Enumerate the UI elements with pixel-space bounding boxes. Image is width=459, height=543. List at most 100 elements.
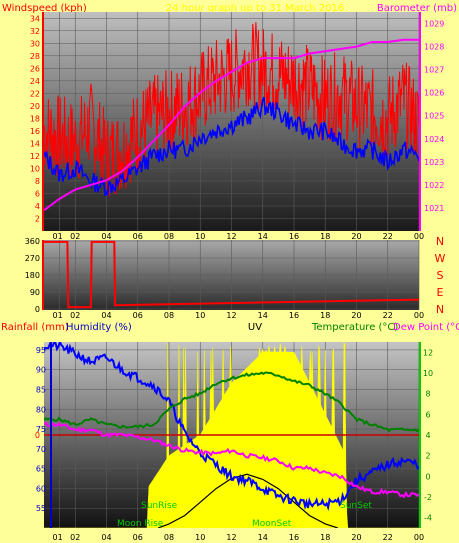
wind-tick-12: 12 xyxy=(30,152,40,161)
wind-tick-22: 22 xyxy=(30,89,40,98)
direction-x-tick-04: 04 xyxy=(101,311,111,320)
compass-label-1: W xyxy=(435,252,446,265)
wind-tick-30: 30 xyxy=(30,39,40,48)
wind-x-tick-08: 08 xyxy=(164,232,174,241)
wind-x-tick-02: 02 xyxy=(70,232,80,241)
chart-title: 24 hour graph up to 31 March 2016 xyxy=(166,3,345,14)
wind-x-tick-18: 18 xyxy=(320,232,330,241)
barometer-tick-1028: 1028 xyxy=(424,43,444,52)
moonset-label: MoonSet xyxy=(252,519,292,529)
direction-tick-0: 0 xyxy=(35,305,40,314)
direction-x-tick-06: 06 xyxy=(133,311,143,320)
wind-tick-14: 14 xyxy=(30,139,40,148)
compass-label-0: N xyxy=(436,235,444,248)
wind-tick-16: 16 xyxy=(30,127,40,136)
humidity-x-tick-10: 10 xyxy=(195,533,205,542)
barometer-tick-1023: 1023 xyxy=(424,158,444,167)
direction-x-tick-00: 00 xyxy=(414,311,424,320)
humidity-x-tick-16: 16 xyxy=(289,533,299,542)
humidity-x-tick-06: 06 xyxy=(133,533,143,542)
wind-x-tick-00: 00 xyxy=(414,232,424,241)
humidity-tick-70: 70 xyxy=(36,445,46,454)
wind-tick-8: 8 xyxy=(35,177,40,186)
direction-x-tick-18: 18 xyxy=(320,311,330,320)
sunset-label: SunSet xyxy=(340,501,372,511)
wind-x-tick-04: 04 xyxy=(101,232,111,241)
temperature-tick--2: -2 xyxy=(424,493,432,502)
direction-x-tick-12: 12 xyxy=(226,311,236,320)
rainfall-tick-0: 0 xyxy=(35,431,40,440)
temperature-tick-12: 12 xyxy=(423,348,433,357)
barometer-axis-title: Barometer (mb) xyxy=(377,3,457,14)
direction-tick-90: 90 xyxy=(30,288,40,297)
series-wind-average xyxy=(44,96,419,197)
humidity-tick-80: 80 xyxy=(36,405,46,414)
compass-label-3: E xyxy=(437,286,444,299)
direction-x-tick-14: 14 xyxy=(258,311,268,320)
humidity-tick-55: 55 xyxy=(36,504,46,513)
wind-tick-18: 18 xyxy=(30,114,40,123)
series-wind-direction xyxy=(44,240,419,309)
temperature-tick--4: -4 xyxy=(424,514,432,523)
temperature-label: Temperature (°C) xyxy=(311,322,398,333)
barometer-tick-1024: 1024 xyxy=(424,135,444,144)
wind-x-tick-10: 10 xyxy=(195,232,205,241)
humidity-tick-85: 85 xyxy=(36,385,46,394)
wind-x-tick-22: 22 xyxy=(383,232,393,241)
humidity-x-tick-02: 02 xyxy=(70,533,80,542)
temperature-tick-10: 10 xyxy=(423,369,433,378)
humidity-x-tick-12: 12 xyxy=(226,533,236,542)
humidity-tick-90: 90 xyxy=(36,366,46,375)
wind-tick-4: 4 xyxy=(35,202,40,211)
temperature-tick-6: 6 xyxy=(425,410,430,419)
humidity-tick-60: 60 xyxy=(36,484,46,493)
series-dew-point xyxy=(44,421,419,499)
humidity-tick-95: 95 xyxy=(36,346,46,355)
humidity-tick-65: 65 xyxy=(36,465,46,474)
wind-tick-6: 6 xyxy=(35,189,40,198)
barometer-tick-1025: 1025 xyxy=(424,112,444,121)
temperature-tick-0: 0 xyxy=(425,472,430,481)
direction-x-tick-01: 01 xyxy=(53,311,63,320)
series-temperature xyxy=(44,371,419,433)
barometer-tick-1026: 1026 xyxy=(424,89,444,98)
wind-x-tick-16: 16 xyxy=(289,232,299,241)
wind-tick-26: 26 xyxy=(30,64,40,73)
direction-x-tick-20: 20 xyxy=(351,311,361,320)
barometer-tick-1027: 1027 xyxy=(424,66,444,75)
wind-x-tick-14: 14 xyxy=(258,232,268,241)
wind-tick-24: 24 xyxy=(30,77,40,86)
humidity-x-tick-20: 20 xyxy=(351,533,361,542)
wind-tick-20: 20 xyxy=(30,102,40,111)
temperature-tick-2: 2 xyxy=(425,452,430,461)
humidity-x-tick-18: 18 xyxy=(320,533,330,542)
wind-tick-2: 2 xyxy=(35,214,40,223)
direction-tick-360: 360 xyxy=(25,237,40,246)
temperature-tick-4: 4 xyxy=(425,431,430,440)
wind-axis-title: Windspeed (kph) xyxy=(2,3,87,14)
temperature-tick-8: 8 xyxy=(425,390,430,399)
humidity-x-tick-01: 01 xyxy=(53,533,63,542)
direction-x-tick-22: 22 xyxy=(383,311,393,320)
series-wind-gust xyxy=(44,22,419,197)
direction-x-tick-02: 02 xyxy=(70,311,80,320)
direction-x-tick-08: 08 xyxy=(164,311,174,320)
barometer-tick-1022: 1022 xyxy=(424,181,444,190)
rainfall-label: Rainfall (mm) xyxy=(1,322,69,333)
moonrise-label: Moon Rise xyxy=(117,519,164,529)
compass-label-2: S xyxy=(437,269,444,282)
wind-tick-34: 34 xyxy=(30,14,40,23)
sunrise-label: SunRise xyxy=(141,501,178,511)
humidity-x-tick-00: 00 xyxy=(414,533,424,542)
wind-tick-32: 32 xyxy=(30,27,40,36)
wind-x-tick-01: 01 xyxy=(53,232,63,241)
series-barometer xyxy=(44,38,419,212)
direction-tick-270: 270 xyxy=(25,254,40,263)
series-solar xyxy=(157,473,338,528)
direction-x-tick-16: 16 xyxy=(289,311,299,320)
wind-x-tick-06: 06 xyxy=(133,232,143,241)
direction-x-tick-10: 10 xyxy=(195,311,205,320)
compass-label-4: N xyxy=(436,303,444,316)
